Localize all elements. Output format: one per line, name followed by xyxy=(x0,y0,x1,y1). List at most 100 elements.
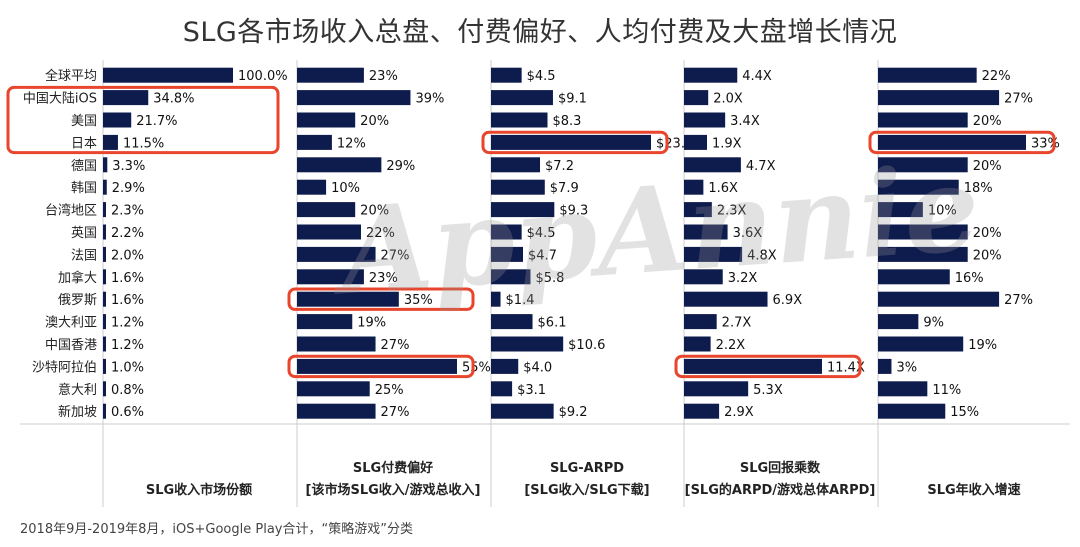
series-name: SLG付费偏好 xyxy=(353,460,433,476)
value-label: 2.2% xyxy=(111,226,144,241)
value-label: 10% xyxy=(928,204,957,219)
category-label: 澳大利亚 xyxy=(45,315,97,331)
value-label: 2.2X xyxy=(716,338,746,353)
value-label: 3.3% xyxy=(112,159,145,174)
bar xyxy=(103,291,106,307)
category-label: 日本 xyxy=(71,136,97,151)
bar xyxy=(491,134,651,150)
bar xyxy=(491,403,554,419)
value-label: 34.8% xyxy=(153,92,194,107)
category-label: 美国 xyxy=(71,114,97,129)
series-name: SLG收入市场份额 xyxy=(146,482,252,498)
value-label: 5.3X xyxy=(753,383,783,398)
bar xyxy=(297,246,376,262)
bar xyxy=(684,314,717,330)
value-label: $4.5 xyxy=(527,226,556,241)
bar xyxy=(297,403,376,419)
bar xyxy=(297,269,364,285)
bar xyxy=(491,336,564,352)
bar xyxy=(491,112,548,128)
category-label: 沙特阿拉伯 xyxy=(32,360,97,375)
value-label: 20% xyxy=(973,159,1002,174)
bar xyxy=(491,202,555,218)
value-label: 4.4X xyxy=(742,69,772,84)
value-label: 19% xyxy=(357,316,386,331)
value-label: 29% xyxy=(386,159,415,174)
highlight-box xyxy=(481,130,669,155)
value-label: $8.3 xyxy=(553,114,582,129)
bar xyxy=(491,90,553,106)
category-label: 意大利 xyxy=(58,382,97,398)
bar xyxy=(103,224,106,240)
value-label: $4.0 xyxy=(523,360,552,375)
value-label: 27% xyxy=(381,338,410,353)
bar xyxy=(491,291,501,307)
category-label: 俄罗斯 xyxy=(58,293,97,308)
bar xyxy=(297,112,356,128)
value-label: 15% xyxy=(950,405,979,420)
bar xyxy=(491,179,545,195)
bar xyxy=(878,179,959,195)
bar xyxy=(297,134,332,150)
bar xyxy=(491,381,513,397)
bar xyxy=(103,314,106,330)
bar xyxy=(103,67,233,83)
bar xyxy=(103,403,106,419)
value-label: 4.7X xyxy=(746,159,776,174)
category-label: 中国香港 xyxy=(45,338,97,353)
chart-title: SLG各市场收入总盘、付费偏好、人均付费及大盘增长情况 xyxy=(182,17,898,48)
value-label: 1.0% xyxy=(111,360,144,375)
bar xyxy=(878,134,1026,150)
bar xyxy=(684,67,738,83)
value-label: 2.3% xyxy=(111,204,144,219)
bar xyxy=(297,224,361,240)
bar xyxy=(878,246,968,262)
value-label: $9.2 xyxy=(559,405,588,420)
value-label: 2.7X xyxy=(722,316,752,331)
category-label: 新加坡 xyxy=(58,404,97,420)
value-label: 23% xyxy=(369,69,398,84)
value-label: 2.9X xyxy=(724,405,754,420)
value-label: 55% xyxy=(462,360,491,375)
bar xyxy=(103,90,149,106)
value-label: 23% xyxy=(369,271,398,286)
value-label: 0.6% xyxy=(111,405,144,420)
value-label: 20% xyxy=(973,114,1002,129)
value-label: 0.8% xyxy=(111,383,144,398)
highlight-box xyxy=(674,354,862,379)
bar xyxy=(684,224,728,240)
value-label: 11.5% xyxy=(123,136,164,151)
series-subtitle: [SLG的ARPD/游戏总体ARPD] xyxy=(685,482,876,498)
value-label: 35% xyxy=(404,293,433,308)
value-label: $7.2 xyxy=(545,159,574,174)
value-label: 4.8X xyxy=(747,248,777,263)
bar xyxy=(297,314,353,330)
bar xyxy=(878,358,892,374)
value-label: 22% xyxy=(982,69,1011,84)
bar xyxy=(684,134,707,150)
bar xyxy=(684,403,720,419)
bar xyxy=(297,336,376,352)
value-label: 1.2% xyxy=(111,316,144,331)
value-label: 1.6X xyxy=(708,181,738,196)
bar xyxy=(297,381,370,397)
value-label: 27% xyxy=(381,405,410,420)
value-label: 39% xyxy=(415,92,444,107)
bar xyxy=(103,202,106,218)
value-label: 19% xyxy=(968,338,997,353)
value-label: $10.6 xyxy=(568,338,605,353)
bar xyxy=(103,269,106,285)
value-label: 20% xyxy=(973,226,1002,241)
value-label: 21.7% xyxy=(136,114,177,129)
bar xyxy=(103,336,106,352)
value-label: 22% xyxy=(366,226,395,241)
value-label: $9.1 xyxy=(558,92,587,107)
bar xyxy=(684,202,712,218)
bar xyxy=(491,269,531,285)
value-label: $6.1 xyxy=(538,316,567,331)
bar xyxy=(297,291,399,307)
value-label: 2.9% xyxy=(112,181,145,196)
highlight-box xyxy=(287,354,475,379)
value-label: 3% xyxy=(896,360,917,375)
